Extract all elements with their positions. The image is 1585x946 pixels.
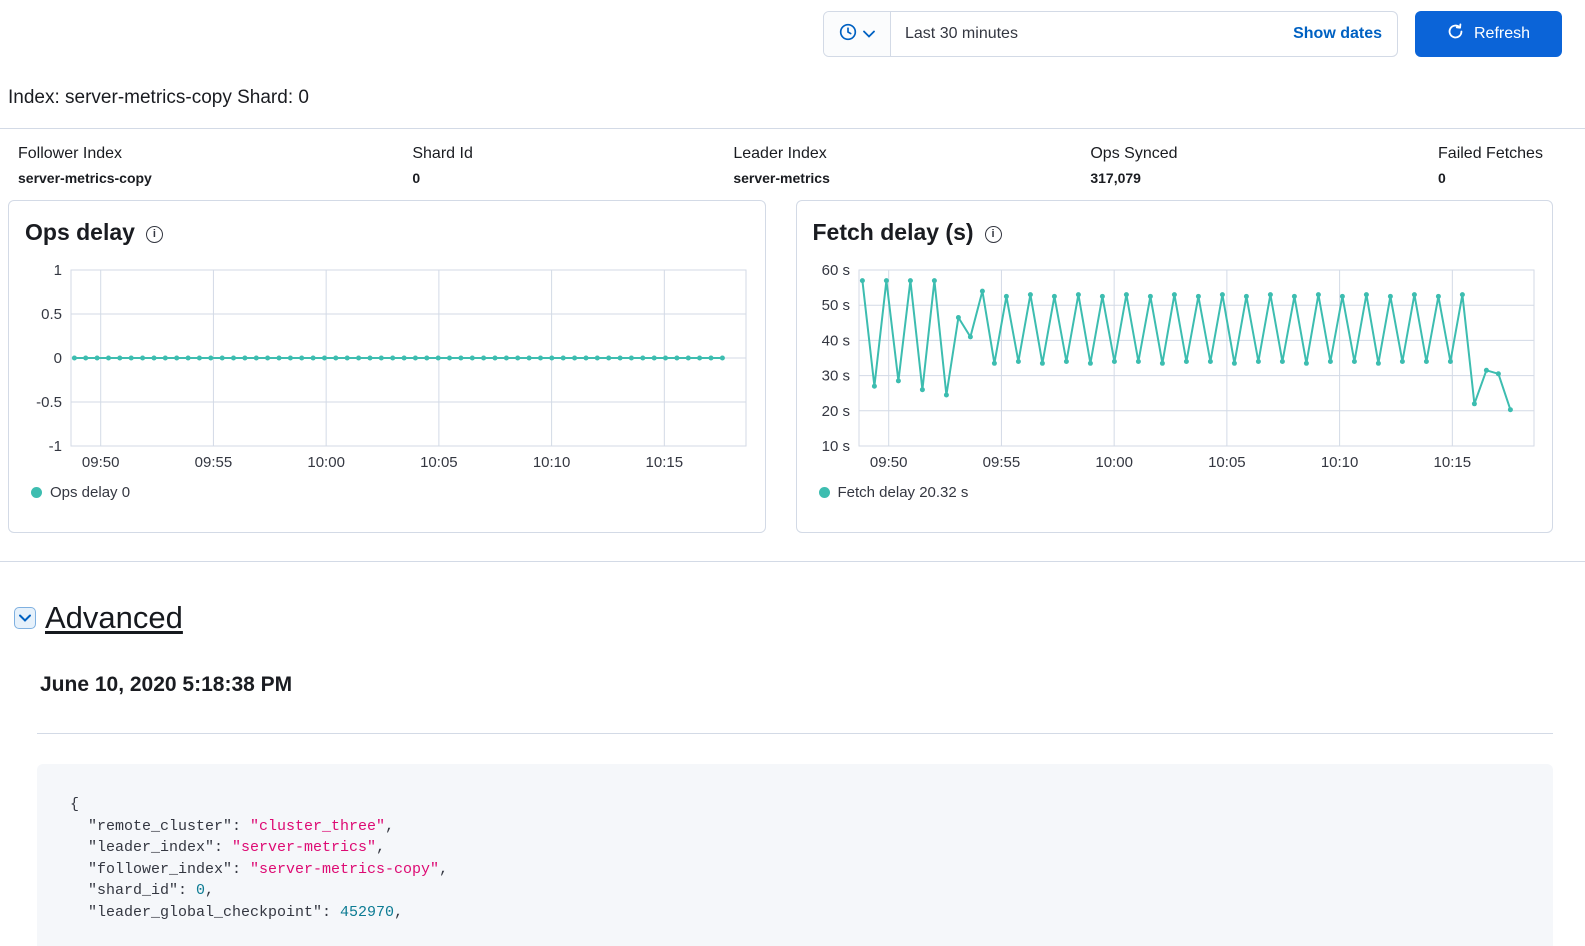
fetch-delay-panel: Fetch delay (s) 60 s 50 s 40 s 30 s 20 s 10 s… [795, 200, 1553, 533]
refresh-icon [1447, 23, 1464, 45]
stat-label: Follower Index [18, 145, 123, 162]
legend-label: Ops delay 0 [50, 484, 131, 501]
info-icon[interactable] [145, 225, 163, 243]
legend-dot-icon [31, 487, 42, 498]
stat-value: 317,079 [1090, 170, 1141, 186]
svg-text:10 s: 10 s [821, 438, 849, 455]
code-line: "leader_index": "server-metrics", [70, 839, 386, 857]
divider [0, 561, 1585, 562]
svg-text:60 s: 60 s [821, 262, 849, 279]
divider [37, 733, 1553, 734]
svg-text:50 s: 50 s [821, 297, 849, 314]
chevron-down-icon [863, 25, 875, 43]
code-block: { "remote_cluster": "cluster_three", "le… [37, 764, 1553, 946]
date-picker: Last 30 minutes Show dates [823, 11, 1398, 57]
code-line: "remote_cluster": "cluster_three", [70, 817, 395, 835]
info-icon[interactable] [984, 225, 1002, 243]
ops-delay-chart: 1 0.5 0 -0.5 -1 09:50 09:55 10:00 10:05 10:10 10:1… [36, 262, 747, 471]
stat-value: 0 [1438, 170, 1446, 186]
svg-text:10:00: 10:00 [1095, 454, 1133, 471]
chart-panels: Ops delay 1 0.5 0 -0.5 -1 09:50 09:55 10:00 10:0… [8, 200, 1553, 533]
code-line: "shard_id": 0, [70, 882, 215, 900]
svg-text:09:50: 09:50 [869, 454, 907, 471]
svg-text:-0.5: -0.5 [36, 394, 62, 411]
svg-text:09:55: 09:55 [982, 454, 1020, 471]
stat-shard-id: Shard Id 0 [412, 145, 472, 186]
svg-text:09:50: 09:50 [82, 454, 120, 471]
code-line: "leader_global_checkpoint": 452970, [70, 903, 404, 921]
show-dates-link[interactable]: Show dates [1293, 25, 1382, 42]
code-line: { [70, 796, 80, 813]
clock-icon [839, 23, 857, 46]
svg-text:0.5: 0.5 [41, 306, 62, 323]
svg-text:10:10: 10:10 [1320, 454, 1358, 471]
stat-value: 0 [412, 170, 421, 186]
advanced-accordion-toggle[interactable]: Advanced [14, 600, 183, 636]
stat-value: server-metrics-copy [18, 170, 152, 186]
stat-leader-index: Leader Index server-metrics [733, 145, 830, 186]
svg-text:1: 1 [54, 262, 62, 279]
chart-title: Ops delay [25, 219, 135, 245]
svg-text:20 s: 20 s [821, 403, 849, 420]
stat-label: Leader Index [733, 145, 827, 162]
code-line: "follower_index": "server-metrics-copy", [70, 860, 449, 878]
fetch-delay-chart: 60 s 50 s 40 s 30 s 20 s 10 s 09:50 09:55 10:00 1… [821, 262, 1534, 471]
svg-text:30 s: 30 s [821, 368, 849, 385]
legend-label: Fetch delay 20.32 s [837, 484, 969, 501]
legend-dot-icon [818, 487, 830, 498]
quick-select-button[interactable] [824, 12, 891, 56]
refresh-button[interactable]: Refresh [1415, 11, 1562, 57]
stats-row: Follower Index server-metrics-copy Shard… [0, 145, 1585, 186]
divider [0, 128, 1585, 129]
svg-text:10:15: 10:15 [646, 454, 684, 471]
chart-legend: Fetch delay 20.32 s [813, 484, 1537, 501]
svg-text:10:05: 10:05 [420, 454, 458, 471]
svg-text:10:00: 10:00 [307, 454, 345, 471]
chart-legend: Ops delay 0 [25, 484, 749, 501]
time-range-value[interactable]: Last 30 minutes [905, 25, 1018, 42]
panel-header: Ops delay [25, 219, 749, 246]
stat-value: server-metrics [733, 170, 830, 186]
svg-text:10:10: 10:10 [533, 454, 571, 471]
stats-timestamp: June 10, 2020 5:18:38 PM [40, 673, 293, 696]
chevron-down-icon [14, 607, 36, 629]
stat-label: Shard Id [412, 145, 473, 162]
svg-text:10:15: 10:15 [1433, 454, 1471, 471]
page-title: Index: server-metrics-copy Shard: 0 [8, 87, 309, 108]
stat-follower-index: Follower Index server-metrics-copy [18, 145, 152, 186]
svg-text:-1: -1 [49, 438, 62, 455]
svg-text:40 s: 40 s [821, 332, 849, 349]
svg-text:10:05: 10:05 [1208, 454, 1246, 471]
ops-delay-panel: Ops delay 1 0.5 0 -0.5 -1 09:50 09:55 10:00 10:0… [8, 200, 766, 533]
top-bar: Last 30 minutes Show dates Refresh [0, 0, 1585, 57]
stat-ops-synced: Ops Synced 317,079 [1090, 145, 1177, 186]
stat-failed-fetches: Failed Fetches 0 [1438, 145, 1543, 186]
svg-text:09:55: 09:55 [195, 454, 233, 471]
stat-label: Failed Fetches [1438, 145, 1543, 162]
advanced-title: Advanced [45, 600, 183, 635]
chart-title: Fetch delay (s) [812, 219, 974, 245]
stat-label: Ops Synced [1090, 145, 1178, 162]
refresh-button-label: Refresh [1473, 25, 1531, 42]
svg-text:0: 0 [54, 350, 62, 367]
panel-header: Fetch delay (s) [813, 219, 1537, 246]
